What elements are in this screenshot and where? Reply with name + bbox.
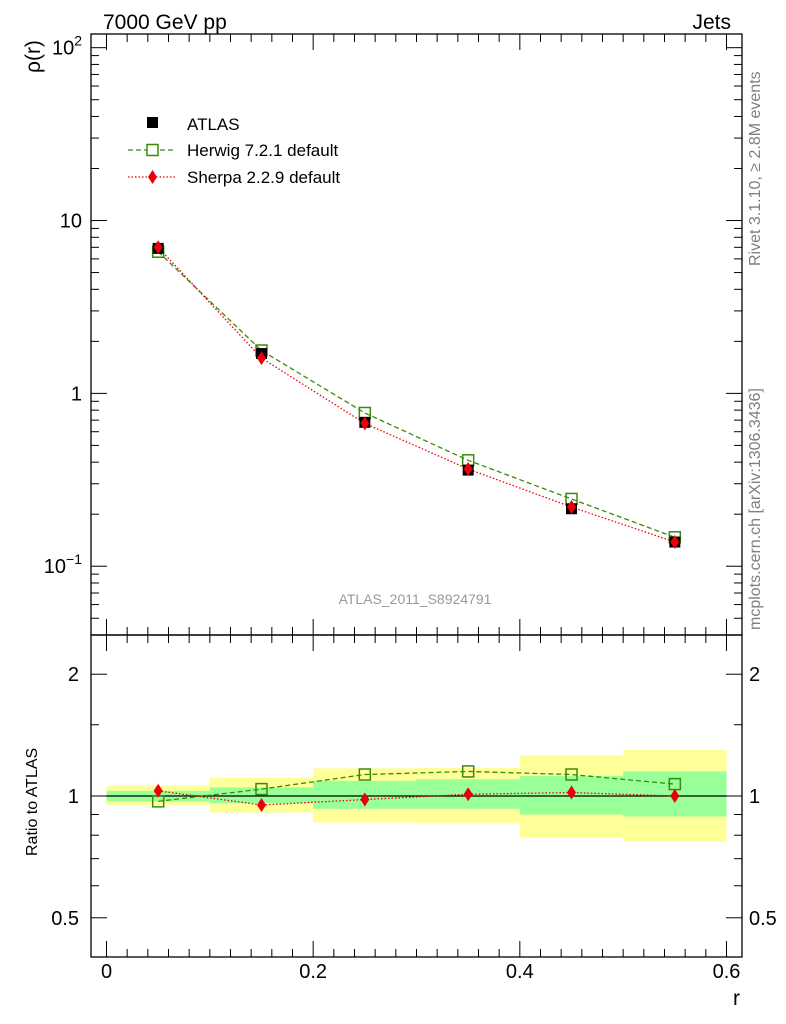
ratio-ytick-label-right-1: 1	[749, 786, 760, 808]
main-ytick-label-2: 10	[60, 211, 82, 233]
main-ytick-label-1: 1	[71, 383, 82, 405]
main-sherpa-point-0	[153, 240, 163, 255]
ratio-herwig-point-1	[255, 782, 268, 796]
main-sherpa-point-4	[567, 500, 576, 515]
x-axis-label: r	[733, 987, 740, 1010]
ratio-ytick-label-right-2: 2	[749, 664, 760, 686]
ratio-herwig-point-3	[461, 765, 475, 778]
y-axis-label-ratio: Ratio to ATLAS	[24, 748, 41, 856]
xtick-label-0: 0	[101, 961, 112, 983]
ratio-sherpa-point-1	[257, 798, 266, 813]
ratio-sherpa-point-4	[567, 785, 576, 800]
main-sherpa-point-3	[463, 462, 473, 477]
ratio-ytick-label-left-0: 0.5	[51, 908, 79, 930]
rivet-label: Rivet 3.1.10, ≥ 2.8M events	[747, 71, 764, 266]
main-ytick-label-3: 102	[52, 33, 82, 60]
legend-marker-herwig	[146, 143, 159, 157]
main-ytick-label-0: 10−1	[44, 551, 82, 578]
tick-label-base: 10	[44, 556, 66, 578]
main-herwig-line	[157, 251, 676, 538]
ratio-herwig-point-2	[358, 768, 372, 781]
tick-label-exponent: −1	[66, 551, 82, 567]
ratio-sherpa-point-5	[670, 789, 680, 803]
ratio-ytick-label-left-2: 2	[68, 664, 79, 686]
legend-marker-atlas	[147, 117, 158, 128]
main-sherpa-point-1	[257, 351, 266, 366]
ratio-herwig-point-4	[565, 768, 578, 781]
axis-ticks	[91, 34, 742, 957]
main-sherpa-line	[157, 246, 676, 543]
main-sherpa-point-5	[670, 535, 680, 550]
xtick-label-1: 0.2	[299, 961, 327, 983]
legend-label-sherpa: Sherpa 2.2.9 default	[187, 168, 340, 187]
ratio-sherpa-point-0	[153, 783, 163, 798]
tick-label-base: 10	[52, 38, 74, 60]
xtick-label-3: 0.6	[713, 961, 741, 983]
mcplots-label: mcplots.cern.ch [arXiv:1306.3436]	[747, 388, 764, 630]
y-axis-label-main: ρ(r)	[22, 40, 45, 73]
analysis-watermark: ATLAS_2011_S8924791	[339, 591, 492, 607]
ratio-sherpa-point-2	[360, 792, 370, 807]
header-right: Jets	[692, 11, 731, 34]
legend-label-herwig: Herwig 7.2.1 default	[187, 141, 338, 160]
legend: ATLAS Herwig 7.2.1 default Sherpa 2.2.9 …	[128, 115, 340, 187]
ratio-sherpa-point-3	[463, 787, 473, 802]
ratio-ytick-label-right-0: 0.5	[749, 908, 777, 930]
data-markers	[151, 240, 682, 813]
main-sherpa-point-2	[360, 416, 370, 431]
xtick-label-2: 0.4	[506, 961, 534, 983]
ratio-ytick-label-left-1: 1	[68, 786, 79, 808]
legend-marker-sherpa	[148, 170, 157, 184]
legend-label-atlas: ATLAS	[187, 115, 240, 134]
ratio-sherpa-line	[158, 790, 675, 806]
header-left: 7000 GeV pp	[103, 11, 227, 34]
tick-label-exponent: 2	[74, 33, 82, 49]
ratio-herwig-line	[158, 770, 675, 802]
series-lines	[157, 246, 676, 806]
